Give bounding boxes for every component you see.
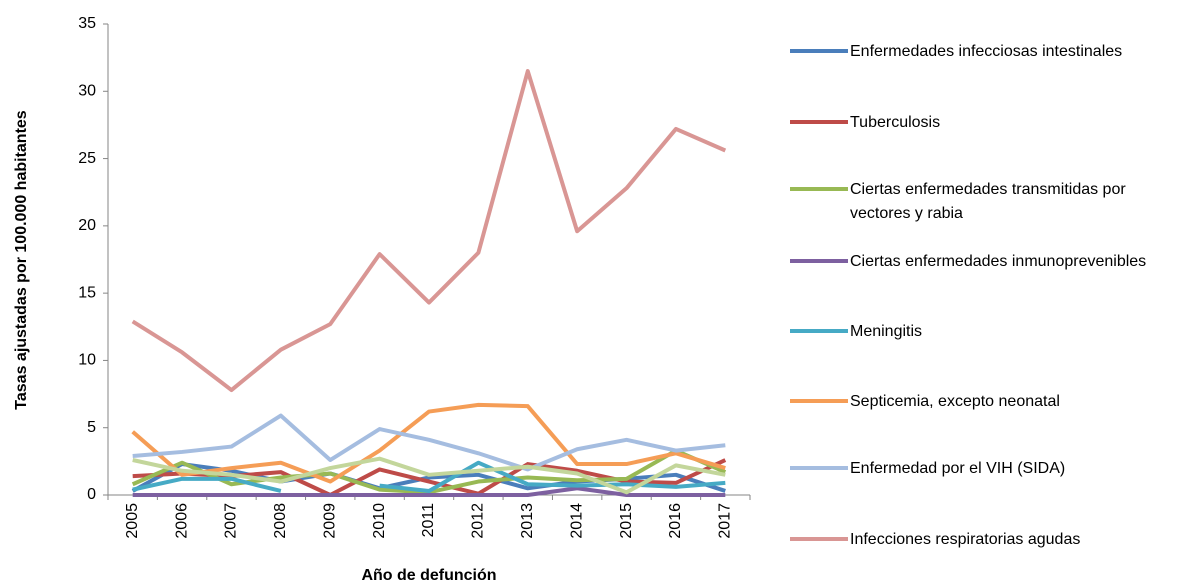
y-tick-label: 5 (87, 419, 96, 436)
x-tick-label: 2006 (173, 503, 190, 539)
legend-swatch (790, 399, 848, 403)
legend-label: Ciertas enfermedades inmunoprevenibles (850, 253, 1147, 270)
series-line (132, 486, 726, 497)
x-tick-label: 2010 (371, 503, 388, 539)
x-tick-label: 2016 (667, 503, 684, 539)
x-tick-label: 2017 (717, 503, 734, 539)
legend-swatch (790, 49, 848, 53)
legend-item: Enfermedad por el VIH (SIDA) (790, 457, 1180, 481)
legend-item: Ciertas enfermedades inmunoprevenibles (790, 250, 1180, 274)
series-line (132, 413, 726, 472)
x-tick-label: 2005 (124, 503, 141, 539)
legend-item: Meningitis (790, 320, 1180, 344)
legend-swatch (790, 187, 848, 191)
y-axis-title: Tasas ajustadas por 100.000 habitantes (13, 110, 30, 410)
x-tick-label: 2009 (321, 503, 338, 539)
legend-label: Ciertas enfermedades transmitidas por ve… (850, 181, 1126, 222)
legend-swatch (790, 259, 848, 263)
legend-swatch (790, 329, 848, 333)
x-tick-label: 2013 (519, 503, 536, 539)
legend-label: Enfermedades infecciosas intestinales (850, 43, 1123, 60)
series-line (131, 69, 727, 393)
y-tick-label: 10 (78, 352, 96, 369)
legend-label: Enfermedad por el VIH (SIDA) (850, 460, 1066, 477)
legend-item: Ciertas enfermedades transmitidas por ve… (790, 178, 1180, 226)
legend-swatch (790, 537, 848, 541)
legend-item: Infecciones respiratorias agudas (790, 528, 1180, 552)
y-tick-label: 0 (87, 486, 96, 503)
x-tick-label: 2008 (272, 503, 289, 539)
legend-label: Tuberculosis (850, 114, 941, 131)
legend-item: Tuberculosis (790, 111, 1180, 135)
legend-item: Enfermedades infecciosas intestinales (790, 40, 1180, 64)
legend-label: Septicemia, excepto neonatal (850, 393, 1060, 410)
x-tick-label: 2015 (618, 503, 635, 539)
legend-label: Infecciones respiratorias agudas (850, 531, 1081, 548)
y-tick-label: 25 (78, 150, 96, 167)
x-tick-label: 2012 (470, 503, 487, 539)
y-tick-label: 35 (78, 15, 96, 32)
y-tick-label: 30 (78, 83, 96, 100)
y-tick-label: 20 (78, 217, 96, 234)
series-line (132, 460, 726, 493)
y-tick-label: 15 (78, 284, 96, 301)
legend-swatch (790, 120, 848, 124)
legend-item: Septicemia, excepto neonatal (790, 390, 1180, 414)
x-tick-label: 2011 (420, 503, 437, 538)
x-tick-label: 2007 (223, 503, 240, 539)
x-tick-label: 2014 (568, 503, 585, 539)
legend-swatch (790, 466, 848, 470)
x-axis-title: Año de defunción (361, 567, 496, 584)
legend-label: Meningitis (850, 323, 923, 340)
series-line (132, 456, 726, 495)
series-line (131, 402, 726, 484)
